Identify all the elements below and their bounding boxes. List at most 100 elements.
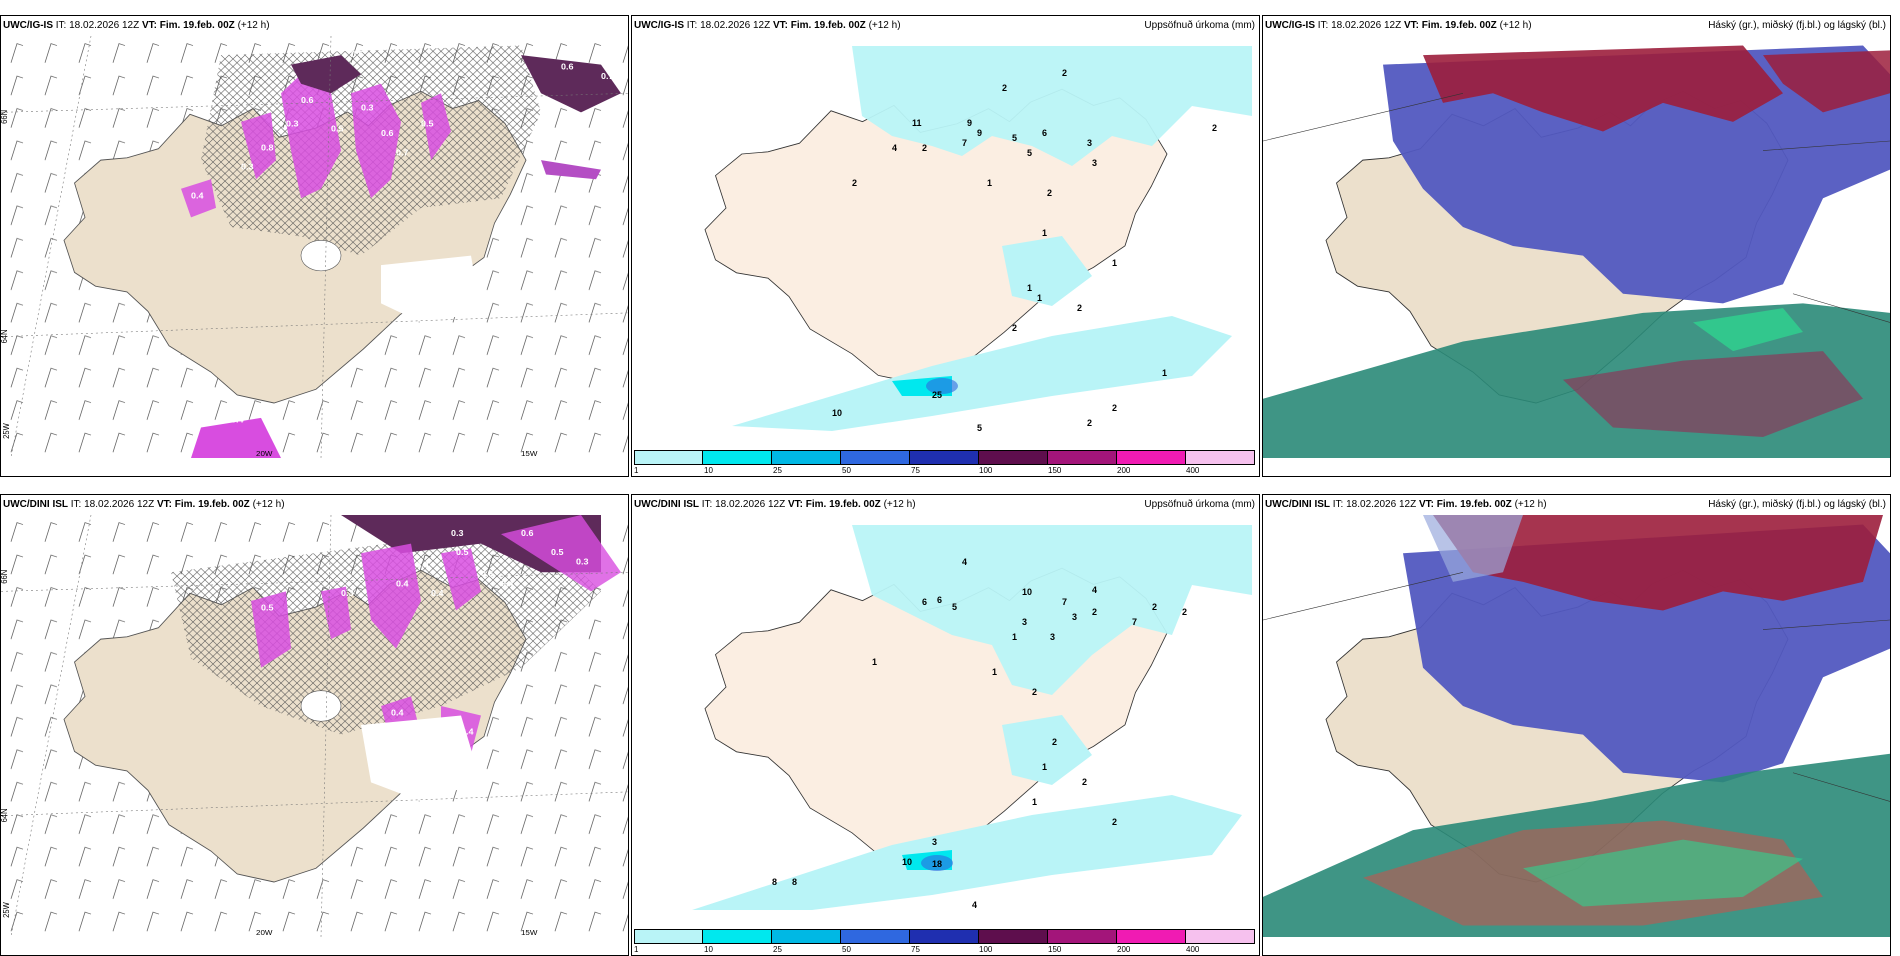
svg-text:0.3: 0.3 [341, 588, 354, 598]
svg-text:0.6: 0.6 [301, 95, 314, 105]
svg-text:2: 2 [1012, 323, 1017, 333]
legend-swatch-2 [771, 450, 841, 465]
cloud-panel-bottom: UWC/DINI ISL IT: 18.02.2026 12Z VT: Fim.… [1262, 494, 1891, 956]
lat-label-66: 66N [1, 570, 9, 584]
precip-map[interactable]: 2 2 11 9 9 4 2 7 5 5 6 3 3 2 1 2 1 1 1 1 [632, 36, 1259, 431]
svg-text:0.5: 0.5 [456, 547, 469, 557]
lat-label-64: 64N [1, 329, 9, 343]
legend-swatch-2 [771, 929, 841, 944]
legend-swatch-1 [702, 450, 772, 465]
svg-text:2: 2 [1092, 607, 1097, 617]
svg-text:5: 5 [977, 423, 982, 431]
panel-header: UWC/IG-IS IT: 18.02.2026 12Z VT: Fim. 19… [1263, 16, 1890, 36]
svg-text:3: 3 [932, 837, 937, 847]
legend-tick: 100 [979, 466, 993, 475]
svg-text:0.4: 0.4 [191, 190, 204, 200]
svg-text:10: 10 [1022, 587, 1032, 597]
lon-label-25: 25W [2, 902, 11, 918]
panel-header: UWC/IG-IS IT: 18.02.2026 12Z VT: Fim. 19… [632, 16, 1259, 36]
svg-text:2: 2 [1082, 777, 1087, 787]
lon-label-20: 20W [256, 928, 273, 937]
wind-snow-map[interactable]: 66N 64N 25W 20W 15W 0.3 0.5 0.6 0.5 0.3 … [1, 515, 628, 937]
legend-swatch-1 [702, 929, 772, 944]
lon-label-15: 15W [521, 928, 538, 937]
svg-text:0.4: 0.4 [461, 727, 474, 737]
svg-text:1: 1 [1027, 283, 1032, 293]
lat-label-66: 66N [1, 110, 9, 124]
svg-text:0.3: 0.3 [451, 528, 464, 538]
svg-text:2: 2 [852, 178, 857, 188]
legend-swatch-7 [1116, 929, 1186, 944]
wind-snow-panel-bottom: UWC/DINI ISL IT: 18.02.2026 12Z VT: Fim.… [0, 494, 629, 956]
svg-text:7: 7 [1062, 597, 1067, 607]
svg-text:0.4: 0.4 [396, 579, 409, 589]
svg-text:0.4: 0.4 [501, 579, 514, 589]
svg-text:2: 2 [1087, 418, 1092, 428]
legend-swatch-6 [1047, 450, 1117, 465]
svg-text:0.7: 0.7 [396, 148, 409, 158]
svg-text:0.3: 0.3 [361, 103, 374, 113]
panel-header: UWC/DINI ISL IT: 18.02.2026 12Z VT: Fim.… [1, 495, 628, 515]
svg-text:0.3: 0.3 [286, 119, 299, 129]
svg-text:0.4: 0.4 [231, 415, 244, 425]
svg-text:6: 6 [922, 597, 927, 607]
legend-tick: 150 [1048, 466, 1062, 475]
svg-text:0.5: 0.5 [551, 547, 564, 557]
svg-text:8: 8 [792, 877, 797, 887]
svg-text:0.5: 0.5 [421, 119, 434, 129]
svg-text:10: 10 [902, 857, 912, 867]
legend-tick: 1 [634, 466, 639, 475]
precip-panel-top: UWC/IG-IS IT: 18.02.2026 12Z VT: Fim. 19… [631, 15, 1260, 477]
precip-map[interactable]: 4 6 6 5 10 7 3 2 3 1 3 2 1 4 1 2 2 1 2 2 [632, 515, 1259, 910]
panel-header: UWC/IG-IS IT: 18.02.2026 12Z VT: Fim. 19… [1, 16, 628, 36]
svg-text:5: 5 [1012, 133, 1017, 143]
svg-text:0.8: 0.8 [416, 560, 429, 570]
wind-snow-values: 0.3 0.5 0.6 0.5 0.3 0.8 0.4 0.6 0.5 0.4 … [261, 528, 589, 736]
legend-swatch-4 [909, 929, 979, 944]
cloud-panel-top: UWC/IG-IS IT: 18.02.2026 12Z VT: Fim. 19… [1262, 15, 1891, 477]
svg-text:0.6: 0.6 [521, 528, 534, 538]
legend-swatch-8 [1185, 929, 1255, 944]
svg-text:2: 2 [1002, 83, 1007, 93]
precip-values: 2 2 11 9 9 4 2 7 5 5 6 3 3 2 1 2 1 1 1 1 [832, 68, 1217, 431]
svg-text:0.5: 0.5 [331, 124, 344, 134]
svg-text:0.6: 0.6 [481, 569, 494, 579]
svg-text:3: 3 [1087, 138, 1092, 148]
svg-text:1: 1 [1042, 228, 1047, 238]
svg-text:2: 2 [1212, 123, 1217, 133]
svg-text:1: 1 [1032, 797, 1037, 807]
svg-text:25: 25 [932, 390, 942, 400]
svg-text:0.3: 0.3 [241, 162, 254, 172]
wind-snow-values: 0.5 0.6 0.3 0.3 0.5 0.6 0.7 0.8 0.5 0.3 … [191, 49, 614, 424]
svg-text:0.4: 0.4 [431, 588, 444, 598]
precip-panel-bottom: UWC/DINI ISL IT: 18.02.2026 12Z VT: Fim.… [631, 494, 1260, 956]
svg-text:0.5: 0.5 [261, 603, 274, 613]
lon-label-15: 15W [521, 449, 538, 458]
svg-text:1: 1 [992, 667, 997, 677]
svg-text:1: 1 [1042, 762, 1047, 772]
panel-header: UWC/DINI ISL IT: 18.02.2026 12Z VT: Fim.… [1263, 495, 1890, 515]
cloud-title: Háský (gr.), miðský (fj.bl.) og lágský (… [1708, 499, 1886, 510]
legend-swatch-3 [840, 450, 910, 465]
svg-text:2: 2 [1182, 607, 1187, 617]
svg-text:3: 3 [1022, 617, 1027, 627]
svg-text:1: 1 [1012, 632, 1017, 642]
svg-text:0.6: 0.6 [561, 62, 574, 72]
svg-text:2: 2 [1112, 817, 1117, 827]
legend-swatch-0 [634, 929, 703, 944]
svg-text:7: 7 [1132, 617, 1137, 627]
svg-text:0.4: 0.4 [391, 708, 404, 718]
cloud-map[interactable] [1263, 515, 1890, 937]
svg-text:3: 3 [1072, 612, 1077, 622]
legend-swatch-5 [978, 450, 1048, 465]
svg-text:4: 4 [962, 557, 967, 567]
precip-title: Uppsöfnuð úrkoma (mm) [1144, 20, 1255, 31]
cloud-map[interactable] [1263, 36, 1890, 458]
precip-title: Uppsöfnuð úrkoma (mm) [1144, 499, 1255, 510]
legend-tick: 75 [911, 466, 920, 475]
svg-text:6: 6 [937, 595, 942, 605]
wind-snow-map[interactable]: 66N 64N 25W 20W 15W 0.5 0.6 0.3 0.3 0.5 … [1, 36, 628, 458]
svg-text:0.5: 0.5 [351, 49, 364, 59]
svg-text:4: 4 [972, 900, 977, 910]
svg-text:0.8: 0.8 [261, 143, 274, 153]
